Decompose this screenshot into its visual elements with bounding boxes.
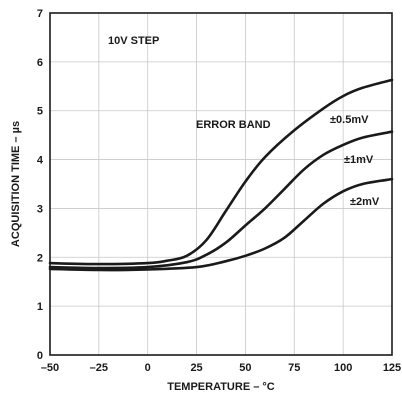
series-label-1mv: ±1mV [344, 154, 374, 166]
curves [48, 78, 394, 272]
step-annotation: 10V STEP [108, 35, 159, 47]
x-tick-label: 100 [334, 362, 352, 374]
error-band-annotation: ERROR BAND [196, 119, 271, 131]
x-tick-label: 0 [145, 362, 151, 374]
series-label-2mv: ±2mV [350, 196, 380, 208]
y-tick-label: 7 [37, 8, 43, 20]
x-tick-label: 50 [239, 362, 251, 374]
x-tick-label: 125 [383, 362, 401, 374]
x-tick-label: –50 [41, 362, 59, 374]
y-tick-label: 2 [37, 252, 43, 264]
y-tick-label: 0 [37, 350, 43, 362]
y-tick-label: 3 [37, 203, 43, 215]
x-tick-label: –25 [90, 362, 108, 374]
x-tick-label: 75 [288, 362, 300, 374]
curve-1mv [48, 130, 394, 270]
x-axis-title: TEMPERATURE – °C [167, 381, 275, 393]
curve-2mv [48, 177, 394, 272]
y-tick-label: 5 [37, 106, 43, 118]
x-tick-label: 25 [190, 362, 202, 374]
x-tick-labels: –50 –25 0 25 50 75 100 125 [41, 362, 401, 374]
curve-0-5mv [48, 78, 394, 266]
y-axis-title: ACQUISITION TIME – µs [10, 121, 22, 247]
plot-frame [49, 12, 393, 356]
series-label-0-5mv: ±0.5mV [330, 114, 369, 126]
y-tick-labels: 0 1 2 3 4 5 6 7 [37, 8, 44, 362]
grid-lines [50, 13, 392, 355]
y-tick-label: 4 [37, 155, 44, 167]
y-tick-label: 1 [37, 301, 43, 313]
y-tick-label: 6 [37, 57, 43, 69]
